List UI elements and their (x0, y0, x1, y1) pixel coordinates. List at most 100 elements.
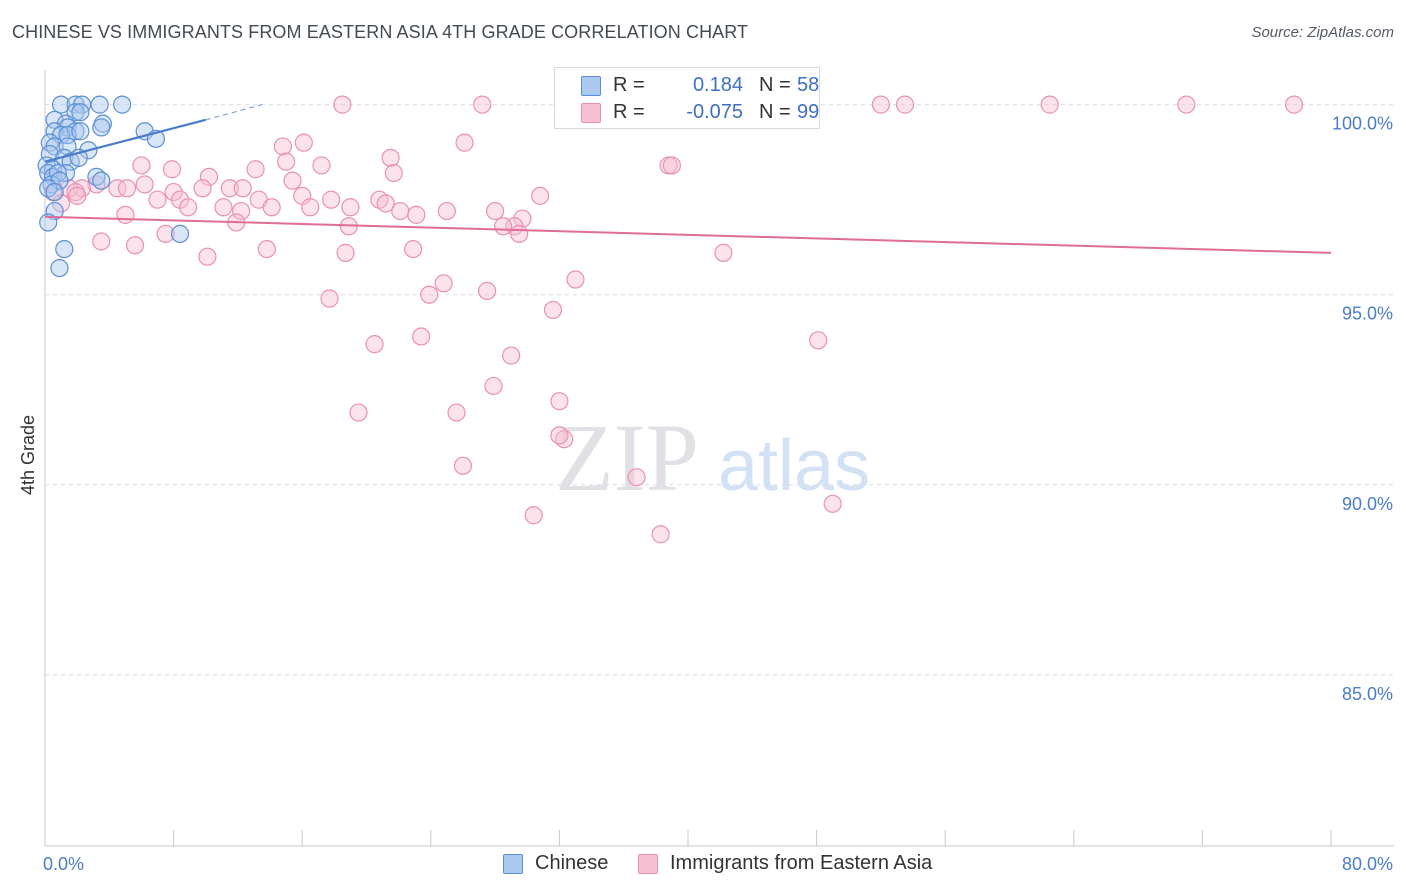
point-immigrants (273, 137, 293, 156)
y-tick-label: 85.0% (1342, 684, 1393, 704)
trend-line-chinese-extension (205, 104, 263, 121)
point-immigrants (627, 468, 646, 487)
x-tick-label: 0.0% (43, 854, 84, 874)
point-immigrants (420, 285, 439, 304)
stats-r-value: -0.075 (686, 101, 743, 123)
legend-swatch-chinese (503, 854, 523, 874)
point-chinese (48, 163, 67, 183)
point-immigrants (148, 190, 167, 209)
legend-label-chinese: Chinese (535, 852, 609, 874)
point-immigrants (220, 179, 239, 198)
point-immigrants (502, 346, 521, 365)
point-chinese (92, 171, 111, 190)
stats-r-value: 0.184 (692, 74, 743, 96)
stats-n-value: 58 (797, 74, 820, 96)
series-immigrants-eastern-asia (43, 95, 1304, 544)
point-immigrants (246, 160, 265, 179)
point-immigrants (214, 198, 233, 217)
y-axis-label: 4th Grade (18, 415, 38, 495)
point-immigrants (412, 327, 431, 346)
point-immigrants (510, 224, 529, 243)
point-immigrants (484, 376, 503, 396)
point-immigrants (404, 239, 423, 259)
watermark: ZIP atlas (555, 404, 870, 511)
point-immigrants (277, 152, 296, 171)
point-immigrants (294, 133, 313, 152)
point-immigrants (125, 236, 145, 255)
point-chinese (39, 213, 58, 232)
point-immigrants (162, 160, 182, 179)
point-immigrants (68, 186, 87, 205)
chart-title: CHINESE VS IMMIGRANTS FROM EASTERN ASIA … (12, 22, 749, 42)
point-immigrants (51, 194, 71, 213)
legend-swatch-immigrants (638, 854, 658, 874)
point-chinese (92, 118, 111, 137)
point-immigrants (434, 274, 453, 293)
point-immigrants (198, 247, 217, 266)
point-chinese (72, 95, 92, 114)
point-immigrants (447, 403, 466, 422)
point-immigrants (566, 270, 585, 289)
axes (44, 70, 1394, 847)
point-chinese (71, 122, 90, 141)
point-immigrants (135, 175, 154, 194)
legend: Chinese Immigrants from Eastern Asia (0, 852, 1406, 878)
x-tick-labels: 0.0% 80.0% (43, 854, 1393, 874)
point-immigrants (376, 194, 395, 213)
point-immigrants (262, 198, 281, 217)
series-chinese (37, 95, 190, 278)
point-immigrants (473, 95, 492, 114)
point-immigrants (1284, 95, 1304, 114)
point-immigrants (156, 224, 175, 243)
point-immigrants (407, 205, 426, 224)
point-immigrants (365, 335, 384, 354)
point-immigrants (164, 182, 183, 202)
point-immigrants (320, 289, 339, 308)
point-immigrants (437, 201, 456, 221)
point-immigrants (341, 198, 360, 217)
point-immigrants (322, 190, 341, 209)
point-immigrants (651, 525, 670, 544)
point-immigrants (455, 133, 474, 152)
point-immigrants (714, 243, 733, 262)
point-chinese (55, 239, 74, 259)
point-immigrants (1040, 95, 1059, 114)
point-immigrants (312, 156, 331, 175)
point-immigrants (233, 179, 252, 198)
stats-n-label: N = (759, 101, 791, 123)
point-immigrants (391, 201, 410, 221)
point-chinese (113, 95, 132, 114)
point-immigrants (531, 186, 550, 205)
point-immigrants (301, 198, 320, 217)
point-immigrants (381, 148, 400, 167)
point-immigrants (524, 506, 543, 525)
trend-lines (44, 104, 1332, 254)
x-tick-label: 80.0% (1342, 854, 1393, 874)
point-immigrants (662, 156, 682, 175)
point-immigrants (550, 392, 569, 411)
stats-r-label: R = (613, 74, 645, 96)
point-immigrants (199, 167, 219, 186)
point-immigrants (257, 239, 276, 259)
stats-box: R = 0.184 N = 58 R = -0.075 N = 99 (554, 67, 820, 129)
point-immigrants (193, 179, 212, 198)
y-tick-label: 95.0% (1342, 304, 1393, 324)
point-immigrants (384, 163, 403, 183)
watermark-zip: ZIP (555, 404, 699, 511)
point-chinese (71, 103, 90, 122)
y-tick-labels: 85.0% 90.0% 95.0% 100.0% (1332, 114, 1393, 704)
point-immigrants (178, 198, 198, 217)
point-chinese (50, 258, 69, 278)
point-immigrants (108, 179, 127, 198)
stats-swatch-immigrants (581, 103, 601, 123)
point-immigrants (486, 201, 505, 221)
point-immigrants (494, 217, 513, 236)
point-immigrants (543, 300, 563, 320)
trend-line-chinese (44, 118, 207, 163)
point-chinese (45, 182, 64, 202)
point-immigrants (477, 281, 497, 301)
stats-swatch-chinese (581, 76, 601, 96)
point-immigrants (823, 494, 842, 513)
point-chinese (51, 95, 71, 114)
point-immigrants (349, 403, 368, 422)
